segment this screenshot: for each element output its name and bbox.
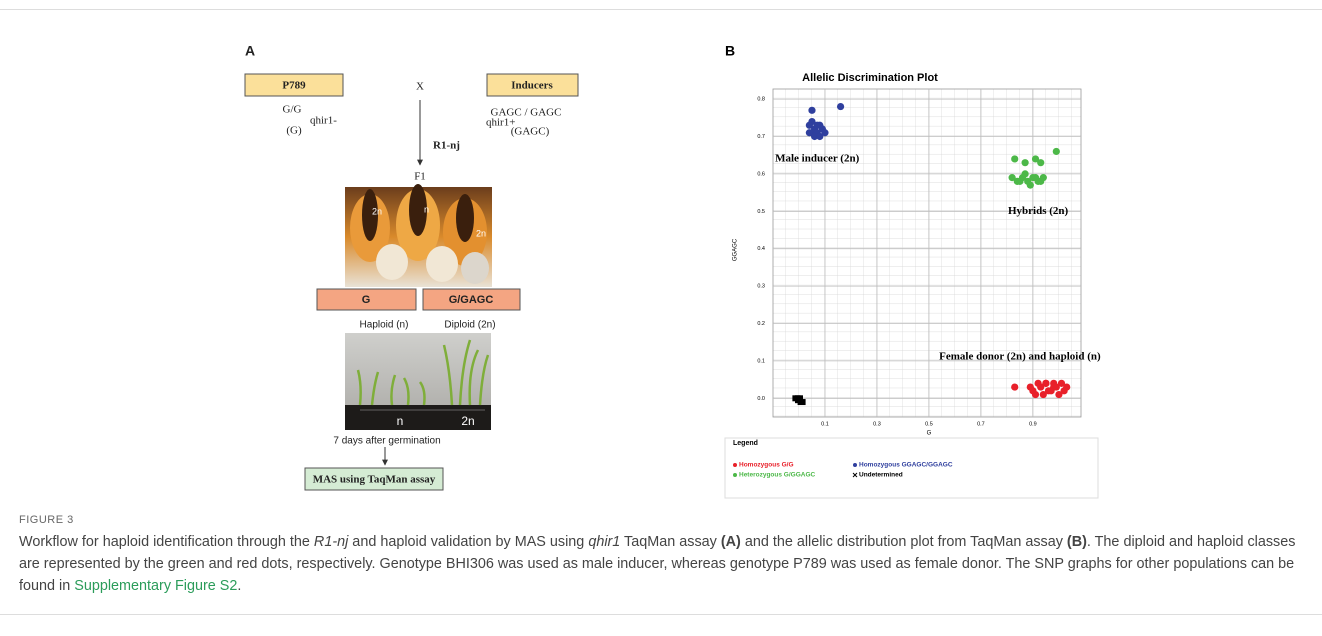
seedling-label: n: [397, 414, 404, 428]
caption-text: .: [237, 578, 241, 594]
legend-symbol: [853, 473, 857, 477]
class: G: [362, 294, 371, 306]
panel-a: A P789 X Inducers G/G qhir1- (G) GAGC / …: [245, 43, 578, 490]
point: [1016, 178, 1023, 185]
point: [1032, 391, 1039, 398]
y-tick-label: 0.1: [757, 358, 765, 364]
point: [1042, 380, 1049, 387]
caption-text: R1-nj: [314, 534, 348, 550]
panel-label: B: [725, 43, 735, 59]
seedling-photo: n 2n: [345, 333, 491, 430]
x-tick-label: 0.5: [925, 421, 933, 427]
panel-label: A: [245, 43, 255, 59]
offspring: F1: [414, 171, 426, 183]
cross-sign: X: [416, 81, 424, 93]
point: [1022, 159, 1029, 166]
y-tick-label: 0.0: [757, 396, 765, 402]
caption-text: and haploid validation by MAS using: [348, 534, 588, 550]
x-tick-label: 0.1: [821, 421, 829, 427]
allele: qhir1-: [310, 115, 337, 127]
seedling-label: 2n: [461, 414, 474, 428]
genotype-code: (GAGC): [511, 126, 550, 138]
x-tick-label: 0.3: [873, 421, 881, 427]
class: G/GAGC: [449, 294, 494, 306]
point: [821, 129, 828, 136]
legend-symbol: [853, 463, 857, 467]
class-name: Haploid (n): [360, 320, 409, 331]
kernel-label: 2n: [372, 206, 382, 216]
point: [814, 122, 821, 129]
y-tick-label: 0.4: [757, 246, 765, 252]
point: [1011, 155, 1018, 162]
caption-text: TaqMan assay: [620, 534, 721, 550]
annotation: Hybrids (2n): [1008, 205, 1069, 217]
point: [808, 107, 815, 114]
genotype-code: (G): [286, 125, 302, 137]
caption-text: Workflow for haploid identification thro…: [19, 534, 314, 550]
caption-text: qhir1: [588, 534, 620, 550]
y-tick-label: 0.6: [757, 171, 765, 177]
caption-text: and the allelic distribution plot from T…: [741, 534, 1067, 550]
assay: MAS using TaqMan assay: [313, 474, 436, 486]
chart-title: Allelic Discrimination Plot: [802, 72, 938, 84]
legend-label: Homozygous G/G: [739, 462, 794, 469]
kernel-label: 2n: [476, 228, 486, 238]
y-tick-label: 0.7: [757, 134, 765, 140]
legend-label: Homozygous GGAGC/GGAGC: [859, 462, 953, 469]
point: [1040, 391, 1047, 398]
y-tick-label: 0.5: [757, 209, 765, 215]
legend-title: Legend: [733, 440, 758, 447]
x-tick-label: 0.7: [977, 421, 985, 427]
legend-symbol: [733, 473, 737, 477]
annotation: Female donor (2n) and haploid (n): [939, 351, 1101, 363]
kernel-label: n: [424, 204, 429, 214]
genotype: G/G: [283, 104, 302, 116]
point: [837, 103, 844, 110]
caption-text: (A): [721, 534, 741, 550]
point: [1022, 170, 1029, 177]
parent-name: P789: [282, 80, 306, 92]
point: [795, 397, 803, 403]
caption-label: FIGURE 3: [19, 514, 74, 526]
note: 7 days after germination: [333, 436, 440, 447]
link[interactable]: Supplementary Figure S2: [74, 578, 237, 594]
point: [1011, 383, 1018, 390]
point: [1050, 380, 1057, 387]
page: {"panel_a": {"label": "A", "parent1": {"…: [0, 0, 1322, 636]
kernel-photo: 2n n 2n: [345, 184, 492, 287]
point: [1027, 182, 1034, 189]
caption: Workflow for haploid identification thro…: [19, 531, 1309, 597]
point: [806, 129, 813, 136]
point: [1037, 159, 1044, 166]
legend-symbol: [733, 463, 737, 467]
x-tick-label: 0.9: [1029, 421, 1037, 427]
point: [1061, 387, 1068, 394]
y-tick-label: 0.8: [757, 97, 765, 103]
method: R1-nj: [433, 140, 460, 152]
x-axis-label: G: [927, 431, 932, 437]
point: [1037, 178, 1044, 185]
annotation: Male inducer (2n): [775, 152, 859, 164]
caption-text: (B): [1067, 534, 1087, 550]
parent-name: Inducers: [511, 80, 553, 92]
point: [1048, 387, 1055, 394]
legend-label: Heterozygous G/GGAGC: [739, 472, 816, 479]
point: [1053, 148, 1060, 155]
y-tick-label: 0.3: [757, 284, 765, 290]
panel-b: B Allelic Discrimination Plot G GGAGC Le…: [725, 43, 1101, 498]
y-axis-label: GGAGC: [733, 238, 739, 261]
legend-label: Undetermined: [859, 472, 903, 479]
y-tick-label: 0.2: [757, 321, 765, 327]
class-name: Diploid (2n): [444, 320, 495, 331]
